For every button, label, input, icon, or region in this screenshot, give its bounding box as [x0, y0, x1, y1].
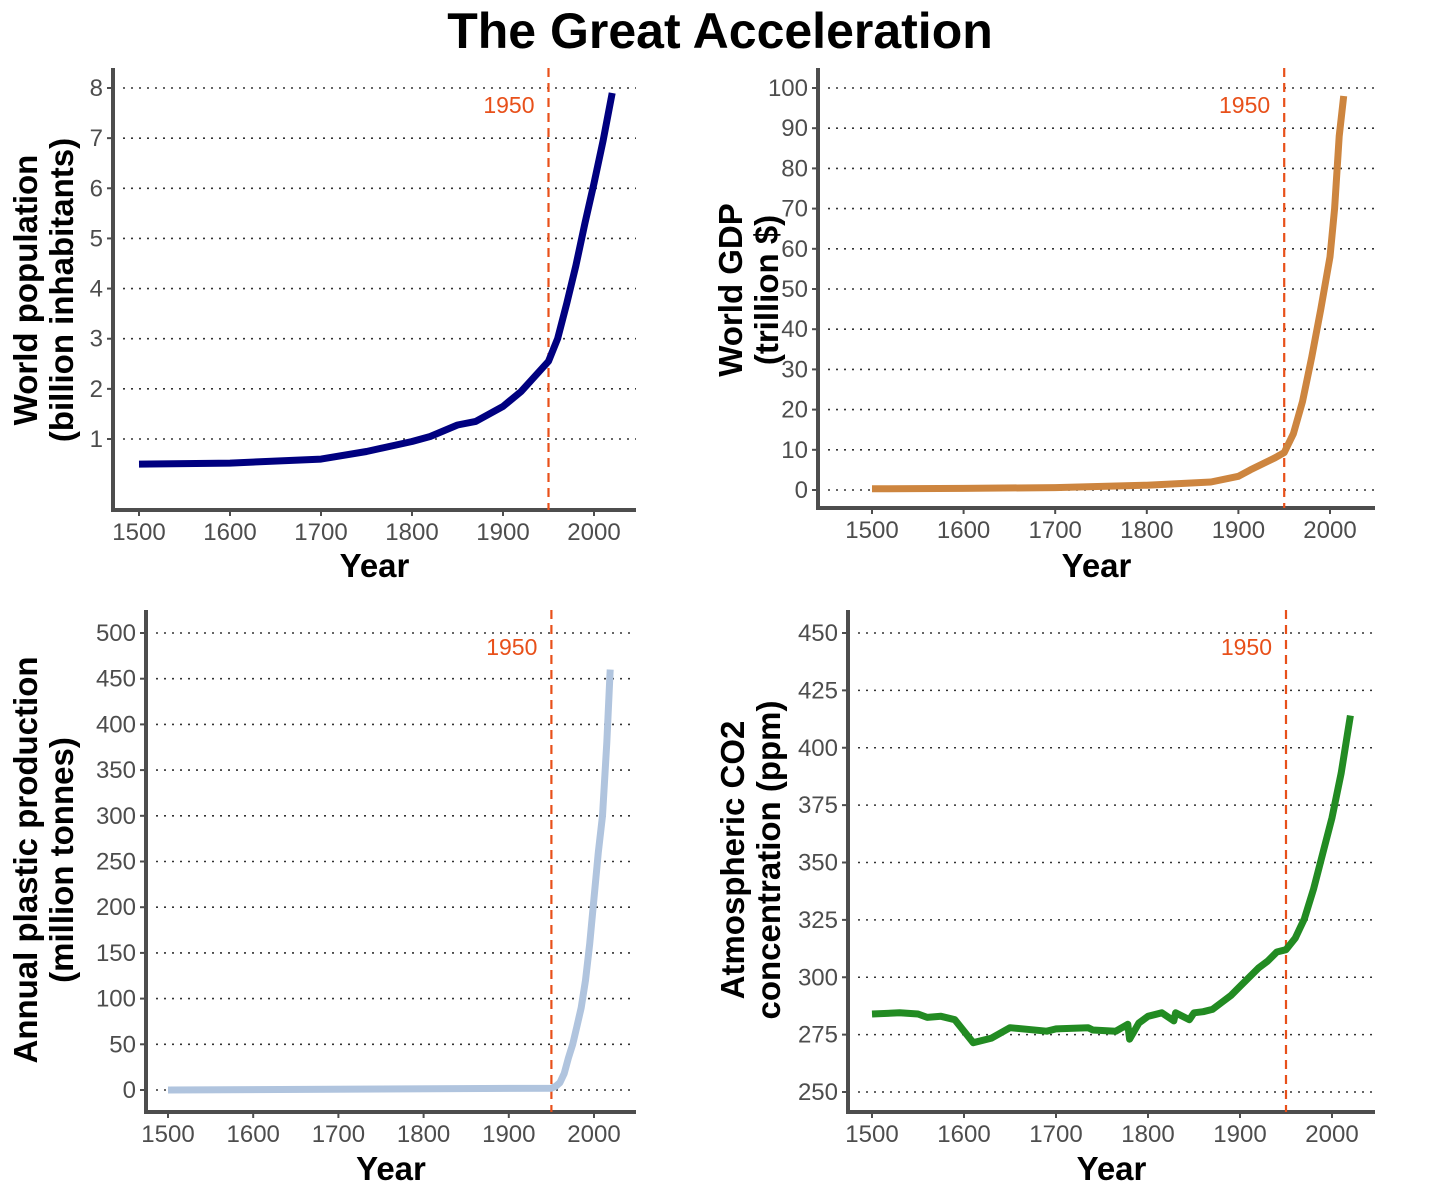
x-tick-label: 1500	[141, 1121, 194, 1148]
y-tick-label: 40	[781, 316, 808, 343]
y-tick-label: 200	[96, 894, 136, 921]
y-tick-label: 400	[96, 711, 136, 738]
x-tick-label: 2000	[1305, 1121, 1358, 1148]
panel-1: 1 2 3 4 5 6 7 8 1500 1600 1700 1800 1900 2000 1950 Worl…	[7, 68, 636, 584]
x-tick-label: 1500	[845, 517, 898, 544]
y-axis-label: World GDP(trillion $)	[712, 203, 785, 377]
x-tick-label: 1700	[312, 1121, 365, 1148]
x-axis-label: Year	[356, 1150, 426, 1187]
y-tick-label: 5	[90, 225, 103, 252]
y-axis-label-line: World GDP	[712, 203, 749, 377]
panel-2: 0 10 20 30 40 50 60 70 80 90 100 1500 1600 1700 1800 19…	[712, 68, 1375, 584]
reference-line-label: 1950	[1221, 634, 1272, 660]
y-tick-label: 325	[798, 907, 838, 934]
y-tick-label: 60	[781, 236, 808, 263]
x-tick-label: 1600	[227, 1121, 280, 1148]
y-axis-label: World population(billion inhabitants)	[7, 138, 80, 442]
y-tick-label: 4	[90, 276, 103, 303]
y-tick-label: 10	[781, 437, 808, 464]
y-axis-label-line: (billion inhabitants)	[43, 138, 80, 442]
panel-4: 250 275 300 325 350 375 400 425 450 1500 1600 1700 1…	[714, 610, 1375, 1187]
y-axis-label-line: Atmospheric CO2	[714, 721, 751, 1000]
y-axis-label: Annual plastic production(million tonnes…	[7, 656, 80, 1063]
y-tick-label: 300	[96, 803, 136, 830]
y-tick-label: 1	[90, 426, 103, 453]
y-tick-label: 8	[90, 75, 103, 102]
y-tick-label: 250	[96, 849, 136, 876]
y-tick-label: 500	[96, 620, 136, 647]
y-tick-label: 50	[109, 1031, 136, 1058]
y-tick-label: 80	[781, 155, 808, 182]
x-tick-label: 1900	[476, 519, 529, 546]
y-tick-label: 250	[798, 1079, 838, 1106]
x-tick-label: 1900	[1213, 1121, 1266, 1148]
y-axis-label-line: concentration (ppm)	[750, 701, 787, 1020]
y-tick-label: 20	[781, 397, 808, 424]
x-tick-label: 1900	[1212, 517, 1265, 544]
x-tick-label: 1800	[385, 519, 438, 546]
x-tick-label: 2000	[567, 519, 620, 546]
y-tick-label: 90	[781, 115, 808, 142]
panel-3: 0 50 100 150 200 250 300 350 400 450 500 1500 1600 17…	[7, 610, 636, 1187]
y-tick-label: 300	[798, 964, 838, 991]
x-tick-label: 1600	[203, 519, 256, 546]
y-tick-label: 100	[96, 986, 136, 1013]
y-axis-label-line: (trillion $)	[748, 215, 785, 365]
data-series-line	[167, 669, 614, 1094]
x-axis-label: Year	[1077, 1150, 1147, 1187]
x-tick-label: 1600	[937, 517, 990, 544]
x-axis-label: Year	[1062, 547, 1132, 584]
x-tick-label: 1900	[482, 1121, 535, 1148]
x-tick-label: 1700	[294, 519, 347, 546]
reference-line-label: 1950	[1219, 92, 1270, 118]
y-tick-label: 30	[781, 356, 808, 383]
y-tick-label: 100	[768, 75, 808, 102]
data-series-line	[871, 715, 1354, 1047]
y-axis-label-line: Annual plastic production	[7, 656, 44, 1063]
x-tick-label: 1500	[112, 519, 165, 546]
y-tick-label: 350	[96, 757, 136, 784]
y-tick-label: 450	[96, 666, 136, 693]
y-tick-label: 350	[798, 850, 838, 877]
y-tick-label: 50	[781, 276, 808, 303]
x-tick-label: 1800	[397, 1121, 450, 1148]
y-tick-label: 375	[798, 792, 838, 819]
x-tick-label: 2000	[1303, 517, 1356, 544]
x-tick-label: 1600	[937, 1121, 990, 1148]
x-tick-label: 1700	[1029, 1121, 1082, 1148]
y-tick-label: 150	[96, 940, 136, 967]
reference-line-label: 1950	[486, 634, 537, 660]
y-tick-label: 425	[798, 677, 838, 704]
y-tick-label: 6	[90, 175, 103, 202]
x-tick-label: 1800	[1120, 517, 1173, 544]
data-series-line	[871, 95, 1348, 493]
reference-line-label: 1950	[483, 92, 534, 118]
y-tick-label: 2	[90, 376, 103, 403]
y-axis-label: Atmospheric CO2concentration (ppm)	[714, 701, 787, 1020]
y-tick-label: 0	[123, 1077, 136, 1104]
y-axis-label-line: (million tonnes)	[43, 737, 80, 983]
y-tick-label: 400	[798, 735, 838, 762]
y-tick-label: 0	[795, 477, 808, 504]
y-axis-label-line: World population	[7, 155, 44, 426]
data-series-line	[138, 92, 616, 468]
x-axis-label: Year	[340, 547, 410, 584]
y-tick-label: 450	[798, 620, 838, 647]
y-tick-label: 7	[90, 125, 103, 152]
x-tick-label: 1700	[1029, 517, 1082, 544]
y-tick-label: 275	[798, 1022, 838, 1049]
y-tick-label: 70	[781, 196, 808, 223]
x-tick-label: 2000	[567, 1121, 620, 1148]
x-tick-label: 1800	[1121, 1121, 1174, 1148]
x-tick-label: 1500	[845, 1121, 898, 1148]
chart-title: The Great Acceleration	[447, 3, 993, 59]
y-tick-label: 3	[90, 326, 103, 353]
